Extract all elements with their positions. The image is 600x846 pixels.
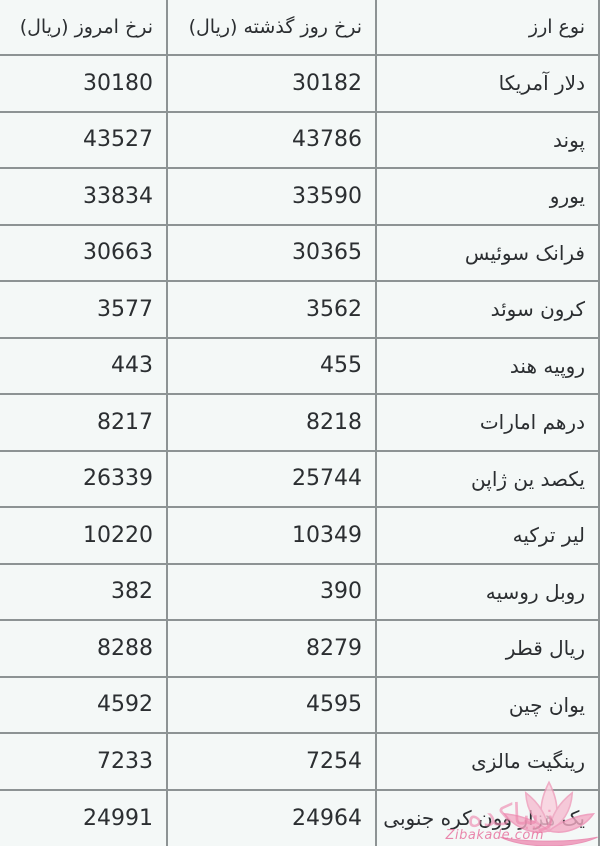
- header-currency-type: نوع ارز: [375, 0, 600, 56]
- today-rate-cell: 8217: [0, 393, 168, 452]
- today-rate-cell: 3577: [0, 280, 168, 339]
- table-row: یکصد ین ژاپن 25744 26339: [0, 449, 600, 508]
- table-header: نوع ارز نرخ روز گذشته (ریال) نرخ امروز (…: [0, 0, 600, 56]
- currency-name-cell: رینگیت مالزی: [375, 732, 600, 791]
- table-row: پوند 43786 43527: [0, 110, 600, 169]
- currency-name-cell: روبل روسیه: [375, 562, 600, 621]
- yesterday-rate-cell: 30182: [166, 54, 377, 113]
- currency-name-cell: فرانک سوئیس: [375, 223, 600, 282]
- yesterday-rate-cell: 33590: [166, 167, 377, 226]
- header-row: نوع ارز نرخ روز گذشته (ریال) نرخ امروز (…: [0, 0, 600, 56]
- yesterday-rate-cell: 30365: [166, 223, 377, 282]
- table-row: ریال قطر 8279 8288: [0, 619, 600, 678]
- today-rate-cell: 26339: [0, 449, 168, 508]
- yesterday-rate-cell: 25744: [166, 449, 377, 508]
- header-yesterday-rate: نرخ روز گذشته (ریال): [166, 0, 377, 56]
- table-row: یوان چین 4595 4592: [0, 675, 600, 734]
- currency-name-cell: پوند: [375, 110, 600, 169]
- table-body: دلار آمریکا 30182 30180 پوند 43786 43527…: [0, 54, 600, 846]
- yesterday-rate-cell: 455: [166, 336, 377, 395]
- table-row: فرانک سوئیس 30365 30663: [0, 223, 600, 282]
- yesterday-rate-cell: 3562: [166, 280, 377, 339]
- yesterday-rate-cell: 8279: [166, 619, 377, 678]
- currency-name-cell: لیر ترکیه: [375, 506, 600, 565]
- today-rate-cell: 382: [0, 562, 168, 621]
- table-row: یک هزار وون کره جنوبی 24964 24991: [0, 788, 600, 846]
- currency-name-cell: یکصد ین ژاپن: [375, 449, 600, 508]
- today-rate-cell: 4592: [0, 675, 168, 734]
- yesterday-rate-cell: 4595: [166, 675, 377, 734]
- currency-name-cell: ریال قطر: [375, 619, 600, 678]
- table-row: درهم امارات 8218 8217: [0, 393, 600, 452]
- header-today-rate: نرخ امروز (ریال): [0, 0, 168, 56]
- table-row: کرون سوئد 3562 3577: [0, 280, 600, 339]
- currency-name-cell: روپیه هند: [375, 336, 600, 395]
- table-row: روبل روسیه 390 382: [0, 562, 600, 621]
- yesterday-rate-cell: 390: [166, 562, 377, 621]
- yesterday-rate-cell: 24964: [166, 788, 377, 846]
- yesterday-rate-cell: 43786: [166, 110, 377, 169]
- currency-name-cell: یک هزار وون کره جنوبی: [375, 788, 600, 846]
- today-rate-cell: 24991: [0, 788, 168, 846]
- today-rate-cell: 7233: [0, 732, 168, 791]
- today-rate-cell: 443: [0, 336, 168, 395]
- currency-name-cell: دلار آمریکا: [375, 54, 600, 113]
- currency-name-cell: یوان چین: [375, 675, 600, 734]
- table-row: دلار آمریکا 30182 30180: [0, 54, 600, 113]
- yesterday-rate-cell: 10349: [166, 506, 377, 565]
- table-row: روپیه هند 455 443: [0, 336, 600, 395]
- today-rate-cell: 30663: [0, 223, 168, 282]
- today-rate-cell: 30180: [0, 54, 168, 113]
- yesterday-rate-cell: 7254: [166, 732, 377, 791]
- today-rate-cell: 33834: [0, 167, 168, 226]
- yesterday-rate-cell: 8218: [166, 393, 377, 452]
- table-row: یورو 33590 33834: [0, 167, 600, 226]
- currency-name-cell: یورو: [375, 167, 600, 226]
- today-rate-cell: 43527: [0, 110, 168, 169]
- table-row: رینگیت مالزی 7254 7233: [0, 732, 600, 791]
- today-rate-cell: 10220: [0, 506, 168, 565]
- table-row: لیر ترکیه 10349 10220: [0, 506, 600, 565]
- today-rate-cell: 8288: [0, 619, 168, 678]
- currency-name-cell: کرون سوئد: [375, 280, 600, 339]
- currency-name-cell: درهم امارات: [375, 393, 600, 452]
